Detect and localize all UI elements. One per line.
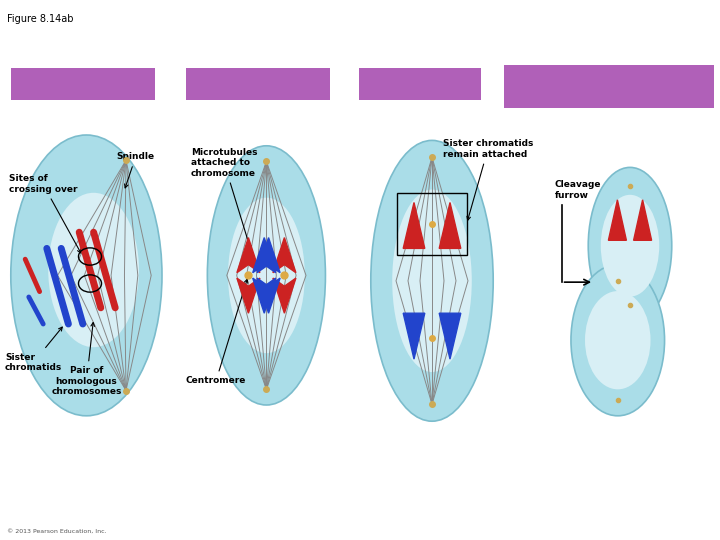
Text: METAPHASE I: METAPHASE I [221,79,294,89]
FancyBboxPatch shape [186,68,330,100]
Text: Spindle: Spindle [117,152,155,188]
Ellipse shape [48,193,139,347]
Text: Cleavage
furrow: Cleavage furrow [554,180,601,200]
Ellipse shape [571,265,665,416]
Polygon shape [273,238,296,273]
FancyBboxPatch shape [359,68,481,100]
Ellipse shape [600,195,660,296]
Ellipse shape [11,135,162,416]
Ellipse shape [585,291,651,389]
Bar [397,193,467,255]
Ellipse shape [371,140,493,421]
Text: Sister
chromatids: Sister chromatids [5,327,63,372]
Ellipse shape [228,198,305,353]
Text: PROPHASE I: PROPHASE I [50,79,116,89]
FancyBboxPatch shape [11,68,155,100]
Text: Sister chromatids
remain attached: Sister chromatids remain attached [443,139,534,220]
Polygon shape [634,200,652,240]
Text: Figure 8.14ab: Figure 8.14ab [7,14,73,24]
Polygon shape [608,200,626,240]
Text: Sites of
crossing over: Sites of crossing over [9,174,81,253]
Polygon shape [253,238,276,273]
Text: ANAPHASE I: ANAPHASE I [387,79,453,89]
Ellipse shape [207,146,325,405]
Polygon shape [273,278,296,313]
Polygon shape [253,278,276,313]
Polygon shape [439,202,461,248]
Text: Microtubules
attached to
chromosome: Microtubules attached to chromosome [191,148,257,250]
Text: Pair of
homologous
chromosomes: Pair of homologous chromosomes [51,322,122,396]
Polygon shape [403,202,425,248]
Polygon shape [237,238,260,273]
Text: © 2013 Pearson Education, Inc.: © 2013 Pearson Education, Inc. [7,529,107,534]
Text: Centromere: Centromere [186,279,248,386]
FancyBboxPatch shape [504,65,714,108]
Ellipse shape [588,167,672,324]
Polygon shape [439,313,461,359]
Ellipse shape [392,190,472,372]
Polygon shape [257,238,280,273]
Polygon shape [403,313,425,359]
Text: TELOPHASE I AND
CYTOKINESIS: TELOPHASE I AND CYTOKINESIS [560,76,658,97]
Polygon shape [237,278,260,313]
Polygon shape [257,278,280,313]
